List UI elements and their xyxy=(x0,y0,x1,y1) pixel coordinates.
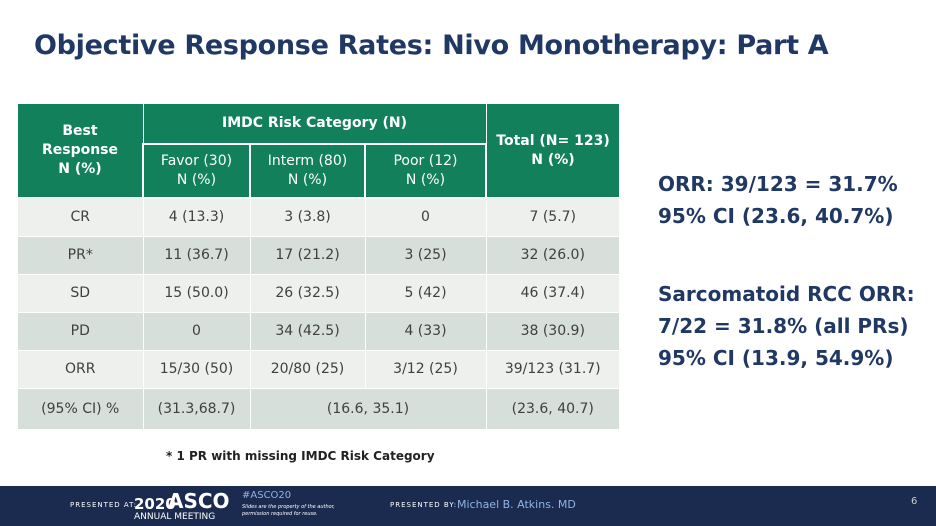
table-cell: 5 (42) xyxy=(364,273,487,313)
footer: PRESENTED AT: 2020 ASCO ANNUAL MEETING #… xyxy=(0,486,936,526)
table-cell: 15/30 (50) xyxy=(142,349,251,389)
table-cell: PR* xyxy=(17,235,144,275)
table-cell: 11 (36.7) xyxy=(142,235,251,275)
header-line: Interm (80) xyxy=(267,152,348,169)
orr-summary: ORR: 39/123 = 31.7% 95% CI (23.6, 40.7%) xyxy=(658,168,898,232)
table-cell: (23.6, 40.7) xyxy=(485,387,620,430)
table-cell: 32 (26.0) xyxy=(485,235,620,275)
table-cell: 4 (33) xyxy=(364,311,487,351)
header-cell: Best Response N (%) xyxy=(17,103,144,198)
header-line: N (%) xyxy=(287,171,328,188)
header-line: Favor (30) xyxy=(160,152,233,169)
table-row: SD 15 (50.0) 26 (32.5) 5 (42) 46 (37.4) xyxy=(17,273,620,313)
table-cell: 17 (21.2) xyxy=(249,235,366,275)
table-cell: (95% CI) % xyxy=(17,387,144,430)
table-row: PR* 11 (36.7) 17 (21.2) 3 (25) 32 (26.0) xyxy=(17,235,620,275)
header-cell: IMDC Risk Category (N) xyxy=(142,103,487,144)
presenter: Michael B. Atkins. MD xyxy=(457,498,576,511)
table-cell: CR xyxy=(17,197,144,237)
summary-line: ORR: 39/123 = 31.7% xyxy=(658,172,898,196)
summary-line: Sarcomatoid RCC ORR: xyxy=(658,282,915,306)
header-line: N (%) xyxy=(58,161,102,177)
summary-line: 7/22 = 31.8% (all PRs) xyxy=(658,314,909,338)
table-cell: (16.6, 35.1) xyxy=(249,387,487,430)
table-cell: 26 (32.5) xyxy=(249,273,366,313)
header-cell: Poor (12) N (%) xyxy=(364,142,487,199)
asco: ASCO xyxy=(168,489,230,513)
table-cell: 15 (50.0) xyxy=(142,273,251,313)
notice-line: Slides are the property of the author, xyxy=(242,504,335,510)
summary-line: 95% CI (23.6, 40.7%) xyxy=(658,204,894,228)
table-row: PD 0 34 (42.5) 4 (33) 38 (30.9) xyxy=(17,311,620,351)
table-row: (95% CI) % (31.3,68.7) (16.6, 35.1) (23.6, … xyxy=(17,387,620,430)
header-line: Best xyxy=(62,123,98,139)
header-line: N (%) xyxy=(531,151,575,168)
table-cell: 0 xyxy=(142,311,251,351)
year: 2020 xyxy=(134,495,176,513)
summary-line: 95% CI (13.9, 54.9%) xyxy=(658,346,894,370)
table-cell: 0 xyxy=(364,197,487,237)
table-cell: 3/12 (25) xyxy=(364,349,487,389)
hashtag: #ASCO20 xyxy=(242,490,292,501)
table-cell: 39/123 (31.7) xyxy=(485,349,620,389)
notice-line: permission required for reuse. xyxy=(242,511,318,517)
table-cell: 7 (5.7) xyxy=(485,197,620,237)
table-row: ORR 15/30 (50) 20/80 (25) 3/12 (25) 39/123 (… xyxy=(17,349,620,389)
header-cell: Interm (80) N (%) xyxy=(249,142,366,199)
header-cell: Total (N= 123) N (%) xyxy=(485,103,620,198)
header-line: Total (N= 123) xyxy=(496,132,610,149)
table-cell: (31.3,68.7) xyxy=(142,387,251,430)
header-line: N (%) xyxy=(405,171,446,188)
table-cell: 20/80 (25) xyxy=(249,349,366,389)
table-cell: SD xyxy=(17,273,144,313)
table-cell: 34 (42.5) xyxy=(249,311,366,351)
header-line: Poor (12) xyxy=(393,152,458,169)
presented-by: PRESENTED BY: xyxy=(390,501,458,509)
table-cell: 3 (3.8) xyxy=(249,197,366,237)
footnote: * 1 PR with missing IMDC Risk Category xyxy=(166,449,435,463)
table-cell: 4 (13.3) xyxy=(142,197,251,237)
header-cell: Favor (30) N (%) xyxy=(142,142,251,199)
title: Objective Response Rates: Nivo Monothera… xyxy=(34,30,829,61)
page-number: 6 xyxy=(911,496,918,507)
table-cell: ORR xyxy=(17,349,144,389)
meeting: ANNUAL MEETING xyxy=(134,512,216,522)
response-table: Best Response N (%) IMDC Risk Category (… xyxy=(17,103,620,430)
header-line: N (%) xyxy=(176,171,217,188)
table-cell: 46 (37.4) xyxy=(485,273,620,313)
table-cell: PD xyxy=(17,311,144,351)
table-cell: 3 (25) xyxy=(364,235,487,275)
presented-at: PRESENTED AT: xyxy=(70,501,138,509)
table-row: CR 4 (13.3) 3 (3.8) 0 7 (5.7) xyxy=(17,197,620,237)
sarcomatoid-summary: Sarcomatoid RCC ORR: 7/22 = 31.8% (all P… xyxy=(658,278,915,374)
table-cell: 38 (30.9) xyxy=(485,311,620,351)
header-line: Response xyxy=(41,142,119,158)
